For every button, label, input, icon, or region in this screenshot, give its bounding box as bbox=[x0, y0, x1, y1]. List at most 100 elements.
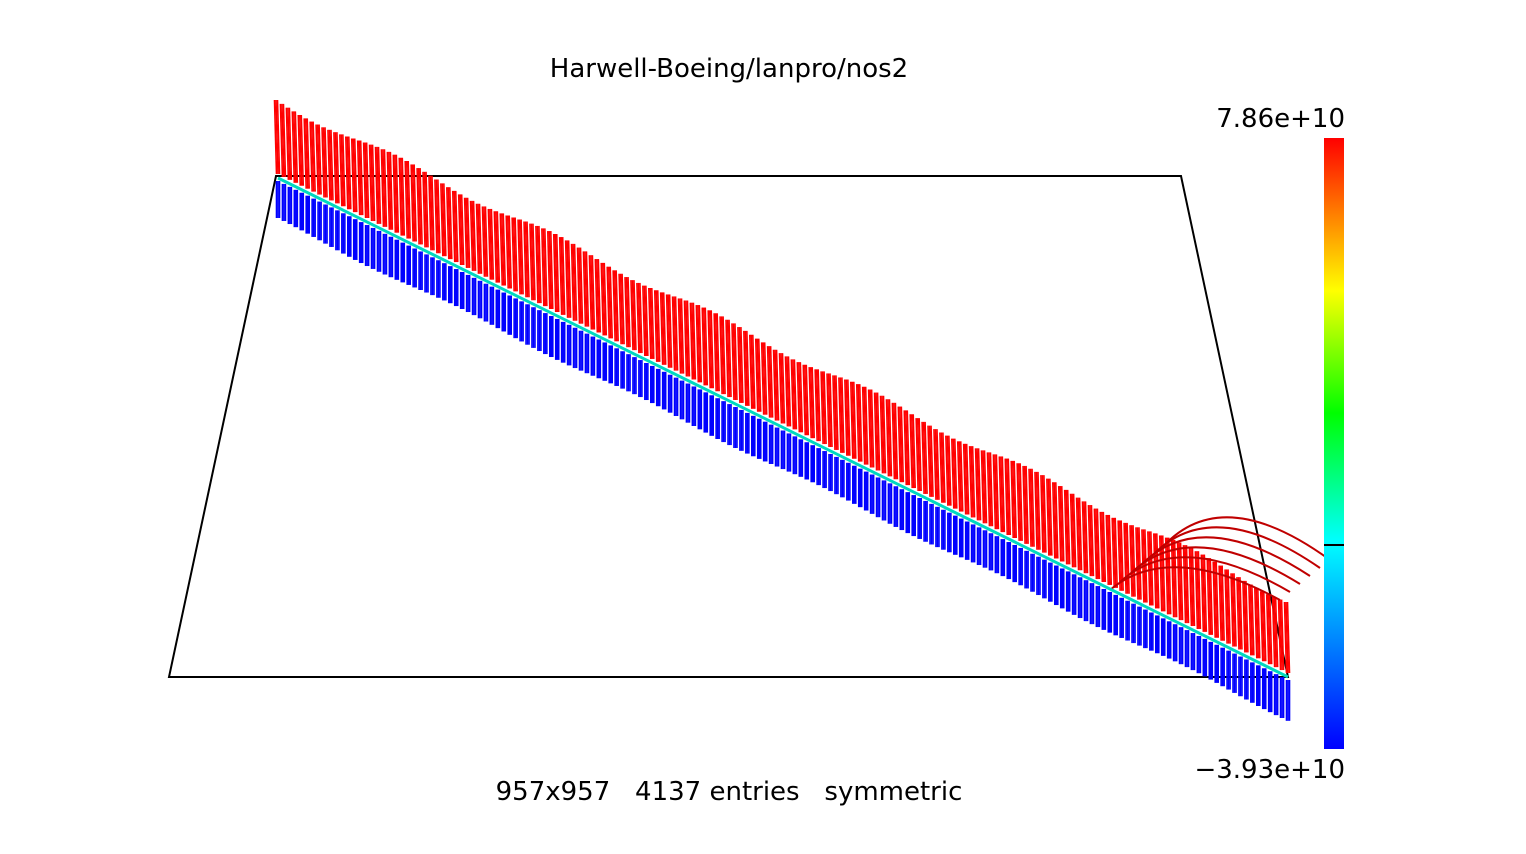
positive-spike bbox=[364, 142, 368, 219]
positive-spike bbox=[448, 187, 453, 260]
positive-spike bbox=[656, 290, 661, 362]
positive-spike bbox=[645, 285, 649, 357]
positive-spike bbox=[855, 384, 860, 462]
positive-spike bbox=[948, 435, 952, 506]
positive-spike bbox=[276, 99, 281, 175]
positive-spike bbox=[885, 399, 890, 477]
positive-spike bbox=[590, 255, 594, 330]
positive-spike bbox=[633, 280, 637, 351]
positive-spike bbox=[275, 99, 279, 175]
positive-spike bbox=[679, 298, 683, 374]
positive-spike bbox=[702, 307, 707, 386]
positive-spike bbox=[365, 142, 370, 219]
positive-spike bbox=[376, 146, 380, 224]
positive-spike bbox=[823, 371, 827, 445]
positive-spike bbox=[639, 282, 643, 354]
positive-spike bbox=[578, 247, 582, 324]
positive-spike bbox=[601, 262, 606, 336]
positive-spike bbox=[1102, 511, 1107, 583]
positive-spike bbox=[484, 206, 489, 277]
positive-spike bbox=[582, 251, 587, 327]
positive-spike bbox=[529, 223, 533, 301]
positive-spike bbox=[1054, 482, 1059, 559]
positive-spike bbox=[609, 266, 614, 339]
positive-spike bbox=[1285, 601, 1289, 674]
positive-spike bbox=[802, 364, 807, 436]
positive-spike bbox=[689, 302, 694, 380]
positive-spike bbox=[861, 386, 866, 465]
positive-spike bbox=[466, 197, 471, 268]
positive-spike bbox=[561, 237, 566, 315]
positive-spike bbox=[1265, 594, 1270, 665]
positive-spike bbox=[899, 406, 903, 483]
positive-spike bbox=[1016, 463, 1020, 541]
positive-spike bbox=[784, 356, 789, 427]
positive-spike bbox=[1023, 465, 1028, 544]
positive-spike bbox=[952, 438, 957, 509]
positive-spike bbox=[371, 144, 376, 221]
positive-spike bbox=[1066, 489, 1071, 565]
positive-spike bbox=[988, 452, 992, 527]
positive-spike bbox=[1194, 551, 1199, 629]
positive-spike bbox=[1152, 533, 1157, 609]
positive-spike bbox=[891, 402, 896, 480]
positive-spike bbox=[734, 323, 738, 401]
positive-spike bbox=[471, 200, 475, 271]
positive-spike bbox=[613, 270, 618, 342]
positive-spike bbox=[781, 353, 786, 424]
positive-spike bbox=[1087, 505, 1092, 577]
positive-spike bbox=[1051, 482, 1056, 559]
positive-spike bbox=[844, 379, 848, 456]
positive-spike bbox=[939, 432, 943, 503]
positive-spike bbox=[933, 429, 937, 500]
positive-spike bbox=[1083, 501, 1087, 574]
positive-spike bbox=[692, 302, 697, 380]
positive-spike bbox=[1191, 548, 1196, 627]
positive-spike bbox=[769, 346, 774, 418]
positive-spike bbox=[946, 435, 951, 506]
positive-spike bbox=[493, 211, 498, 283]
positive-spike bbox=[1000, 456, 1004, 533]
positive-spike bbox=[546, 231, 551, 310]
positive-spike bbox=[1047, 478, 1052, 556]
positive-spike bbox=[792, 359, 796, 430]
positive-spike bbox=[1262, 591, 1267, 662]
positive-spike bbox=[950, 438, 955, 509]
positive-spike bbox=[505, 215, 510, 289]
positive-spike bbox=[845, 379, 850, 456]
positive-spike bbox=[1081, 501, 1086, 574]
positive-spike bbox=[1190, 548, 1194, 627]
positive-spike bbox=[1135, 527, 1139, 600]
positive-spike bbox=[457, 194, 462, 266]
positive-spike bbox=[867, 389, 872, 468]
positive-spike bbox=[1172, 539, 1176, 618]
positive-spike bbox=[835, 375, 839, 450]
positive-spike bbox=[380, 149, 385, 227]
positive-spike bbox=[649, 287, 654, 359]
positive-spike bbox=[441, 183, 446, 257]
positive-spike bbox=[1096, 508, 1101, 580]
positive-spike bbox=[915, 418, 919, 492]
positive-spike bbox=[619, 273, 624, 345]
positive-spike bbox=[447, 187, 452, 260]
chart-title: Harwell-Boeing/lanpro/nos2 bbox=[550, 54, 908, 84]
positive-spike bbox=[685, 300, 689, 377]
positive-spike bbox=[691, 302, 695, 380]
positive-spike bbox=[300, 114, 305, 186]
positive-spike bbox=[900, 406, 905, 483]
positive-spike bbox=[524, 221, 529, 298]
positive-spike bbox=[377, 146, 382, 224]
positive-spike bbox=[1227, 569, 1231, 644]
positive-spike bbox=[732, 323, 737, 401]
positive-spike bbox=[998, 456, 1003, 533]
positive-spike bbox=[1215, 561, 1220, 638]
positive-spike bbox=[538, 225, 542, 304]
positive-spike bbox=[322, 127, 327, 198]
positive-spike bbox=[659, 292, 664, 365]
positive-spike bbox=[897, 406, 902, 483]
positive-spike bbox=[443, 183, 447, 257]
matrix-caption: 957x957 4137 entries symmetric bbox=[496, 777, 963, 807]
positive-spike bbox=[995, 454, 1000, 530]
positive-spike bbox=[809, 367, 814, 439]
positive-spike bbox=[399, 157, 404, 236]
